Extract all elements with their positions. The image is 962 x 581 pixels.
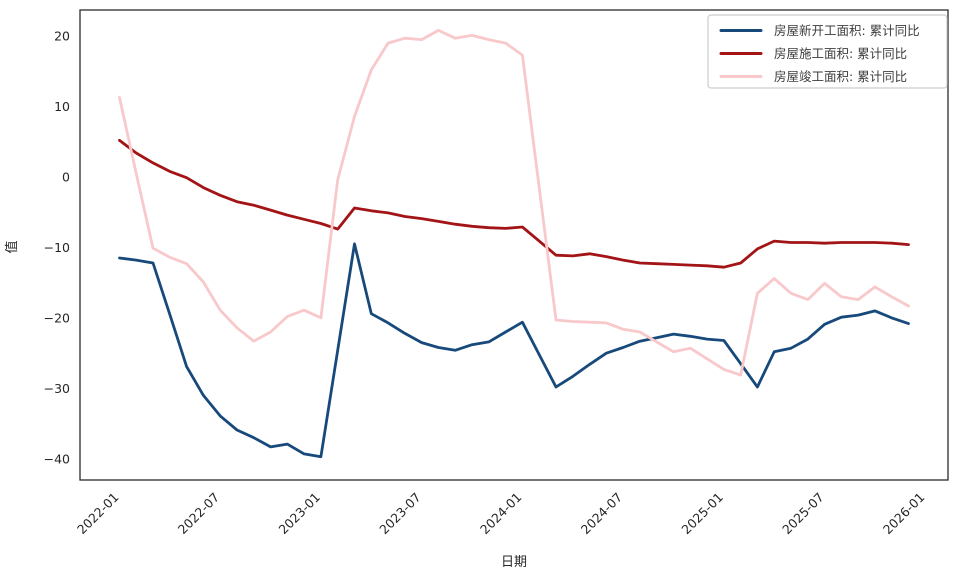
x-tick-label: 2022-01 — [74, 490, 122, 538]
x-tick-label: 2023-07 — [376, 490, 424, 538]
x-tick-label: 2023-01 — [276, 490, 324, 538]
y-tick-label: −10 — [44, 240, 70, 255]
y-tick-label: 10 — [54, 99, 70, 114]
legend-box — [707, 14, 948, 89]
x-tick-label: 2022-07 — [175, 490, 223, 538]
y-tick-label: −40 — [44, 451, 70, 466]
x-tick-label: 2025-01 — [678, 490, 726, 538]
plot-area: 20 10 0 −10 −20 −30 −40 2022-01 2022-07 2023-01 20… — [44, 9, 949, 538]
y-axis-label: 值 — [4, 240, 20, 253]
x-tick-label: 2024-07 — [578, 490, 626, 538]
legend-label-1: 房屋施工面积: 累计同比 — [774, 46, 907, 61]
y-tick-label: −30 — [44, 381, 70, 396]
legend-label-2: 房屋竣工面积: 累计同比 — [774, 69, 907, 84]
series-line-1 — [118, 138, 910, 269]
legend-label-0: 房屋新开工面积: 累计同比 — [774, 23, 920, 38]
x-tick-label: 2025-07 — [779, 490, 827, 538]
y-tick-label: −20 — [44, 310, 70, 325]
y-tick-label: 0 — [62, 170, 70, 185]
axes-spines — [79, 9, 949, 481]
x-axis-label: 日期 — [501, 555, 527, 570]
series-line-0 — [118, 242, 910, 459]
series-line-2 — [118, 28, 910, 377]
x-tick-label: 2024-01 — [477, 490, 525, 538]
x-tick-label: 2026-01 — [880, 490, 928, 538]
y-tick-label: 20 — [54, 29, 70, 44]
